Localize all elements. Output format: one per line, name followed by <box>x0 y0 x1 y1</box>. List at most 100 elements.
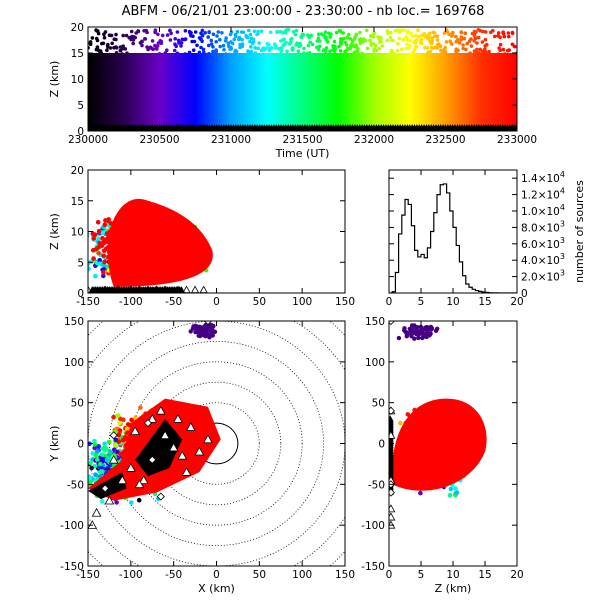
source-point <box>374 55 378 60</box>
source-point <box>472 34 477 38</box>
source-point <box>121 236 126 241</box>
source-point <box>93 472 98 478</box>
source-point <box>456 48 460 53</box>
source-point <box>480 65 484 70</box>
source-point <box>107 64 112 68</box>
source-point <box>506 61 511 66</box>
source-point <box>298 43 303 47</box>
source-point <box>449 62 453 67</box>
x-tick-label: 5 <box>418 296 425 308</box>
source-point <box>184 53 189 57</box>
y-tick-label: 15 <box>71 196 84 208</box>
source-point <box>506 31 511 35</box>
source-point <box>100 499 105 504</box>
source-point <box>388 54 393 59</box>
source-point <box>129 29 134 34</box>
source-point <box>409 53 413 58</box>
source-point <box>197 36 202 40</box>
source-point <box>268 30 273 35</box>
source-point <box>385 38 390 43</box>
source-point <box>353 43 357 48</box>
source-point <box>207 121 211 125</box>
source-point <box>120 250 125 255</box>
source-point <box>169 122 173 126</box>
source-point <box>88 64 92 68</box>
source-point <box>454 39 459 44</box>
source-point <box>102 441 107 447</box>
source-point <box>101 253 106 259</box>
source-point <box>126 212 131 218</box>
source-point <box>103 64 108 69</box>
source-point <box>211 32 216 37</box>
source-point <box>284 28 289 32</box>
source-point <box>155 47 159 51</box>
source-point <box>251 40 256 44</box>
source-point <box>138 250 144 255</box>
source-point <box>432 34 437 39</box>
source-point <box>124 33 129 38</box>
range-ring <box>109 340 324 546</box>
source-point <box>293 32 298 37</box>
source-point <box>149 53 154 57</box>
source-point <box>317 47 321 52</box>
source-point <box>209 42 214 46</box>
source-point <box>316 32 321 36</box>
source-point <box>301 63 305 67</box>
source-point <box>483 47 487 52</box>
source-point <box>100 230 106 236</box>
source-point <box>210 330 215 335</box>
source-point <box>435 38 440 42</box>
source-point <box>287 64 291 69</box>
source-point <box>148 243 154 248</box>
source-point <box>179 41 184 45</box>
source-point <box>305 58 310 63</box>
source-point <box>156 32 160 37</box>
x-tick-label: 232500 <box>425 134 465 146</box>
source-point <box>301 54 305 59</box>
source-point <box>151 66 155 71</box>
source-point <box>472 60 476 65</box>
source-point <box>121 44 125 48</box>
source-point <box>465 61 470 65</box>
source-point <box>256 29 260 34</box>
source-point <box>372 47 377 51</box>
source-point <box>478 47 483 52</box>
source-point <box>109 236 114 242</box>
source-point <box>103 55 107 59</box>
source-point <box>108 53 113 58</box>
source-point <box>324 49 328 53</box>
source-point <box>352 58 357 63</box>
source-point <box>460 122 464 126</box>
height-histogram-marks <box>389 183 517 293</box>
source-point <box>377 46 382 51</box>
source-point <box>147 62 152 67</box>
source-point <box>143 37 148 41</box>
source-point <box>131 257 136 263</box>
source-point <box>229 60 234 65</box>
source-point <box>365 46 370 51</box>
x-height-marks <box>88 198 213 293</box>
source-point <box>348 36 353 41</box>
source-point <box>315 53 320 58</box>
source-point <box>261 46 265 50</box>
source-point <box>145 228 150 234</box>
source-point <box>458 65 463 69</box>
source-point <box>115 248 121 254</box>
source-point <box>144 57 149 62</box>
source-point <box>113 241 118 247</box>
source-point <box>224 36 228 40</box>
source-point <box>211 49 215 54</box>
source-point <box>238 45 242 50</box>
source-point <box>381 66 386 71</box>
source-point <box>135 218 141 224</box>
source-point <box>256 53 261 58</box>
source-point <box>345 35 350 40</box>
source-point <box>276 60 280 64</box>
source-point <box>144 65 149 70</box>
source-point <box>146 213 152 219</box>
x-tick-label: 10 <box>446 296 459 308</box>
source-point <box>477 51 482 56</box>
source-point <box>506 64 511 69</box>
source-point <box>183 29 188 33</box>
source-point <box>483 37 488 42</box>
